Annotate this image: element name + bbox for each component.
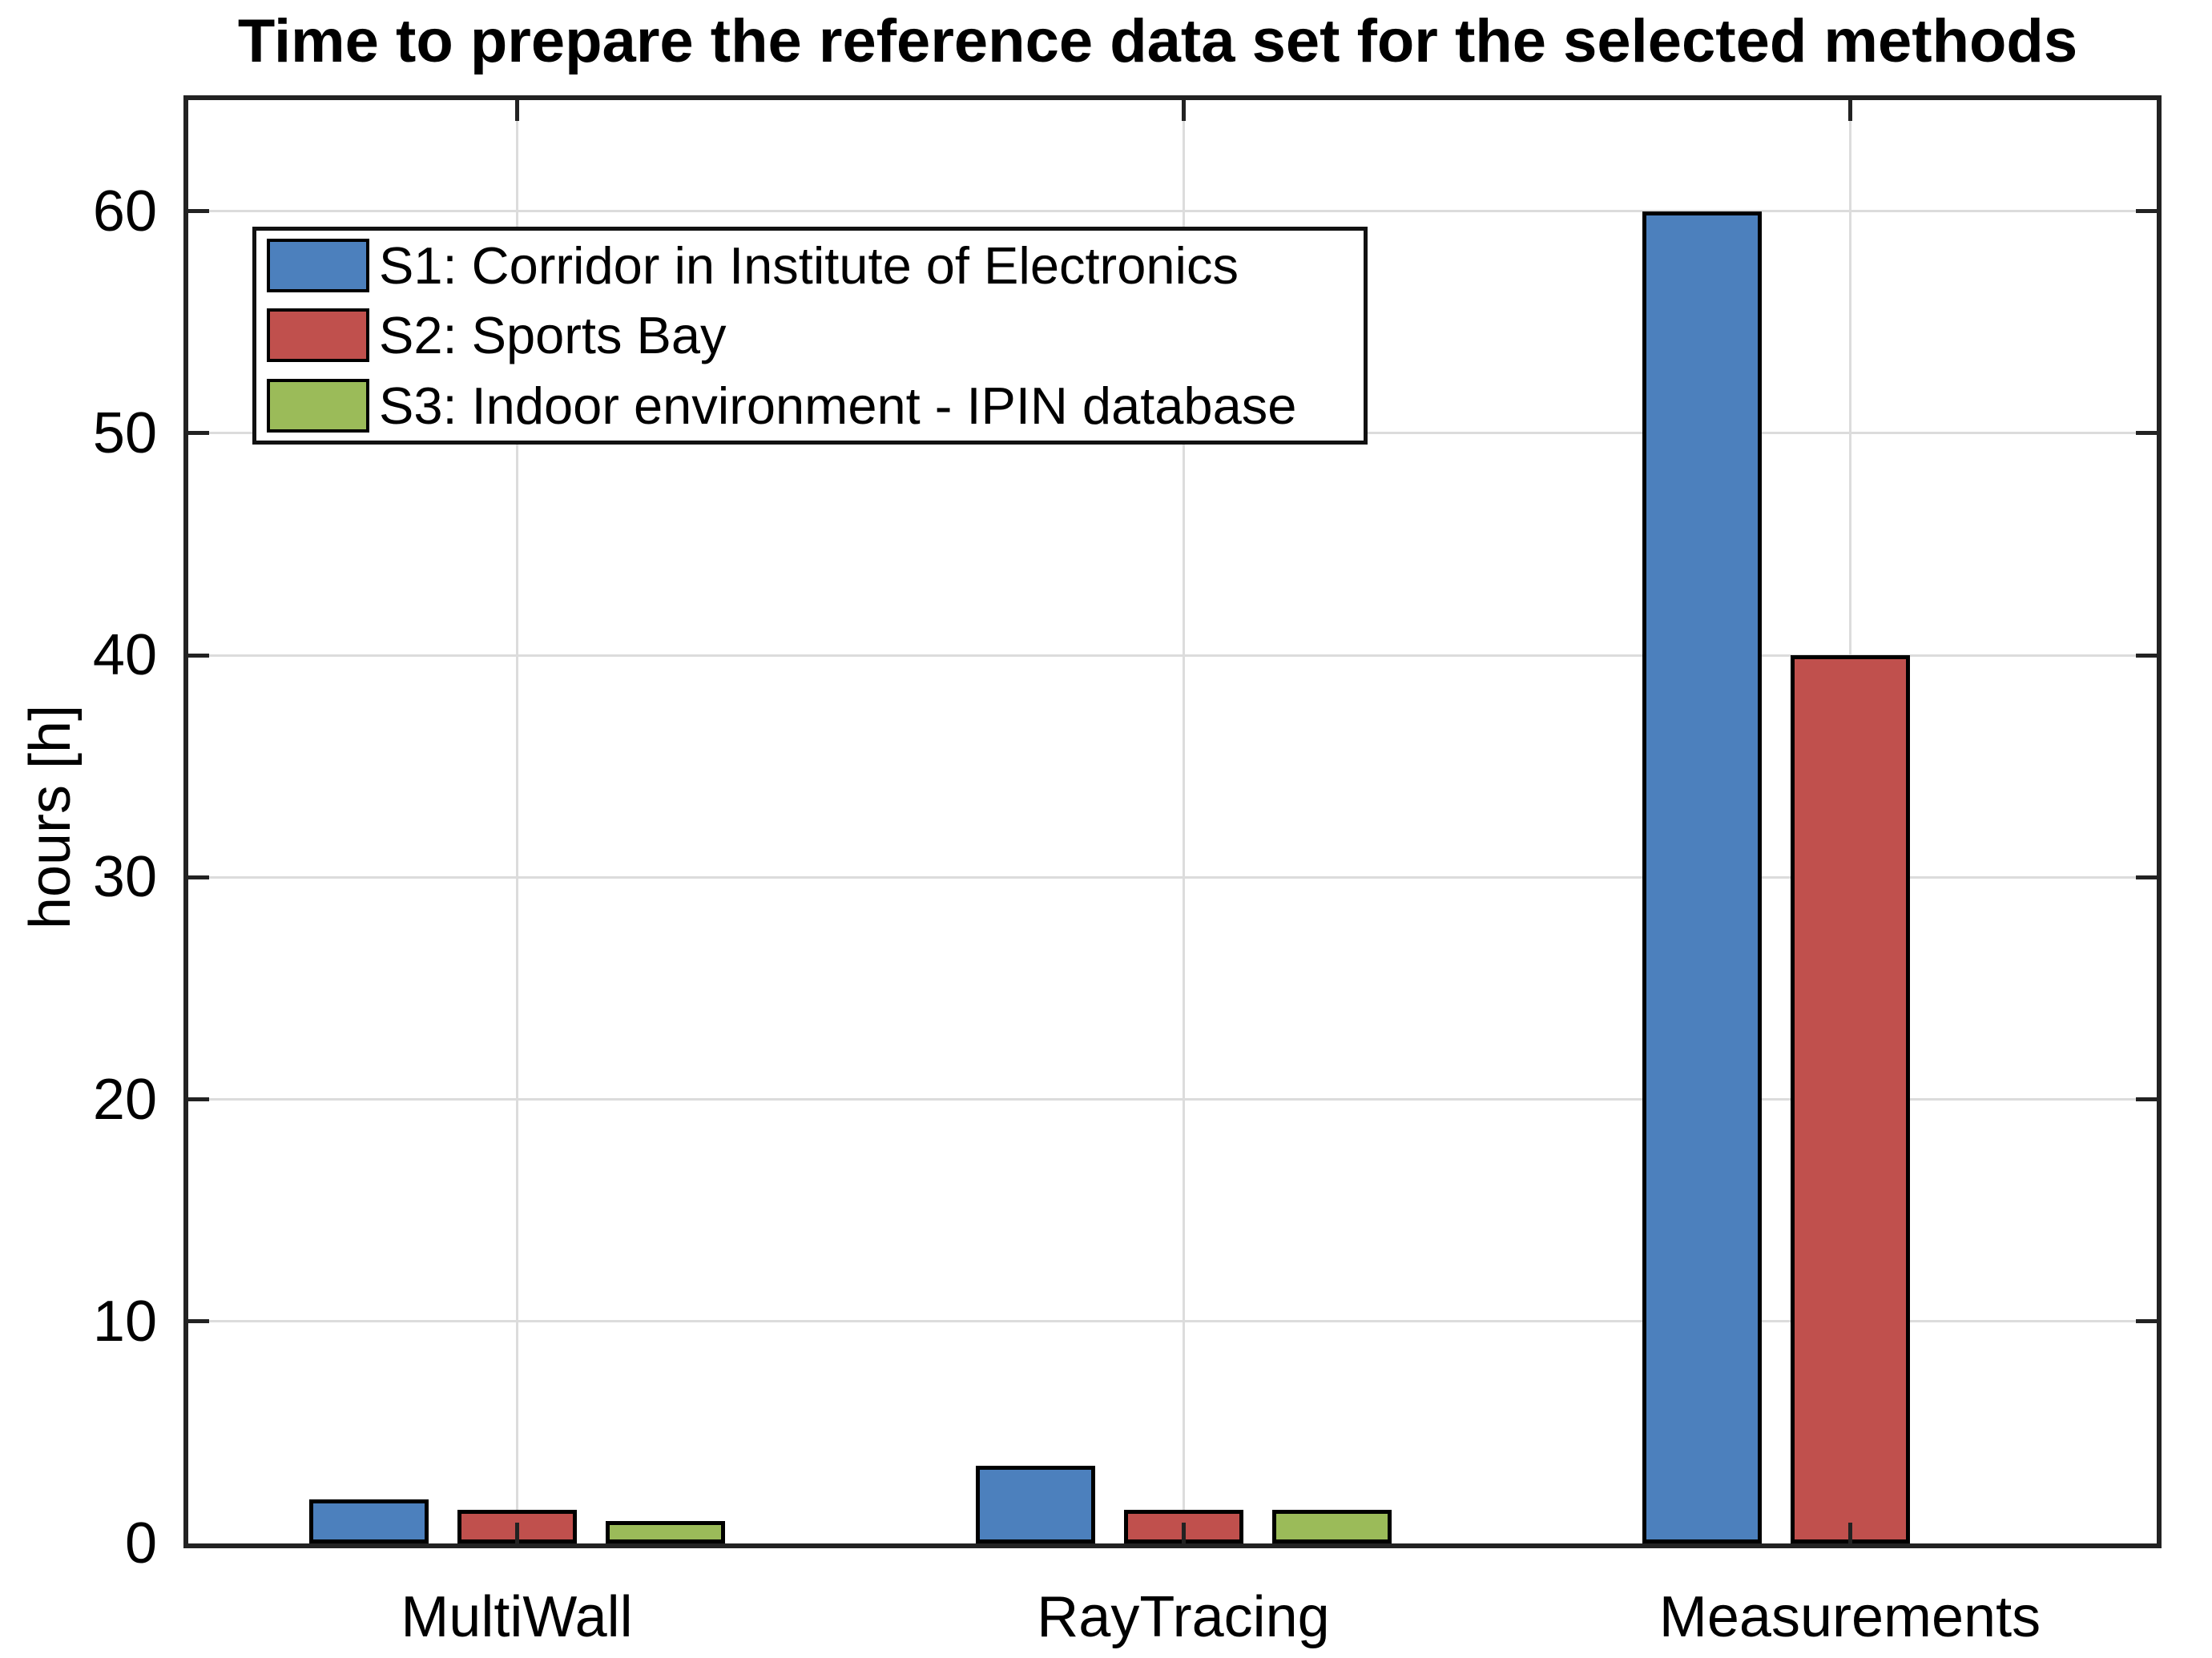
- bar-MultiWall-s1: [308, 1499, 429, 1543]
- y-tick-label: 10: [92, 1289, 157, 1354]
- legend-label: S1: Corridor in Institute of Electronics: [379, 236, 1239, 296]
- y-tick-right: [2136, 431, 2157, 436]
- y-tick-label: 20: [92, 1067, 157, 1132]
- legend-item: S2: Sports Bay: [267, 300, 1364, 370]
- y-tick-label: 60: [92, 179, 157, 243]
- chart-title: Time to prepare the reference data set f…: [237, 7, 2078, 75]
- y-tick-left: [188, 1097, 209, 1102]
- bar-Measurements-s2: [1790, 655, 1910, 1543]
- y-tick-right: [2136, 209, 2157, 214]
- y-tick-right: [2136, 875, 2157, 879]
- legend-label: S2: Sports Bay: [379, 306, 727, 365]
- x-tick-top: [514, 100, 519, 121]
- y-tick-right: [2136, 653, 2157, 658]
- plot-inner: [188, 100, 2157, 1543]
- bar-MultiWall-s3: [605, 1521, 725, 1543]
- legend-swatch: [267, 239, 369, 293]
- y-tick-left: [188, 431, 209, 436]
- legend-item: S1: Corridor in Institute of Electronics: [267, 231, 1364, 300]
- x-tick-label-MultiWall: MultiWall: [401, 1585, 633, 1649]
- x-tick-bottom: [514, 1523, 519, 1543]
- x-tick-bottom: [1847, 1523, 1852, 1543]
- h-gridline: [188, 210, 2157, 213]
- y-tick-right: [2136, 1097, 2157, 1102]
- x-tick-top: [1181, 100, 1186, 121]
- y-axis-tick-labels: 0 10 20 30 40 50 60: [0, 0, 165, 1658]
- h-gridline: [188, 875, 2157, 879]
- h-gridline: [188, 654, 2157, 657]
- y-tick-left: [188, 875, 209, 879]
- y-tick-right: [2136, 1319, 2157, 1324]
- x-tick-label-RayTracing: RayTracing: [1037, 1585, 1330, 1649]
- y-tick-label: 0: [124, 1511, 157, 1576]
- legend-label: S3: Indoor environment - IPIN database: [379, 376, 1297, 435]
- legend-swatch: [267, 378, 369, 433]
- h-gridline: [188, 1098, 2157, 1101]
- y-tick-left: [188, 209, 209, 214]
- legend-swatch: [267, 308, 369, 363]
- legend: S1: Corridor in Institute of Electronics…: [252, 227, 1368, 445]
- y-tick-left: [188, 653, 209, 658]
- y-tick-label: 30: [92, 845, 157, 910]
- y-tick-label: 40: [92, 623, 157, 688]
- y-tick-left: [188, 1319, 209, 1324]
- bar-RayTracing-s3: [1271, 1510, 1392, 1543]
- x-tick-label-Measurements: Measurements: [1658, 1585, 2041, 1649]
- bar-RayTracing-s1: [975, 1465, 1095, 1543]
- v-gridline: [1182, 100, 1185, 1543]
- x-tick-top: [1847, 100, 1852, 121]
- y-tick-label: 50: [92, 400, 157, 465]
- legend-item: S3: Indoor environment - IPIN database: [267, 371, 1364, 441]
- bar-Measurements-s1: [1642, 211, 1762, 1543]
- v-gridline: [515, 100, 518, 1543]
- h-gridline: [188, 1320, 2157, 1323]
- x-tick-bottom: [1181, 1523, 1186, 1543]
